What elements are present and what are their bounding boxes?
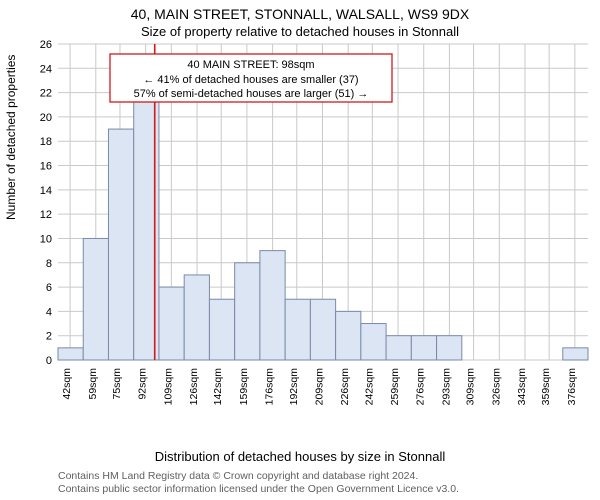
svg-text:293sqm: 293sqm bbox=[440, 368, 452, 406]
annotation-line-2: ← 41% of detached houses are smaller (37… bbox=[143, 74, 358, 86]
histogram-bar bbox=[310, 299, 335, 360]
histogram-chart: 02468101214161820222426 42sqm59sqm75sqm9… bbox=[0, 0, 600, 500]
credit-text: Contains HM Land Registry data © Crown c… bbox=[58, 470, 459, 496]
histogram-bar bbox=[108, 129, 133, 360]
svg-text:42sqm: 42sqm bbox=[61, 368, 73, 400]
annotation-line-1: 40 MAIN STREET: 98sqm bbox=[187, 59, 314, 71]
svg-text:4: 4 bbox=[46, 306, 52, 318]
svg-text:176sqm: 176sqm bbox=[264, 368, 276, 406]
annotation-line-3: 57% of semi-detached houses are larger (… bbox=[134, 88, 369, 100]
histogram-bar bbox=[336, 311, 361, 360]
histogram-bar bbox=[386, 336, 411, 360]
svg-text:109sqm: 109sqm bbox=[162, 368, 174, 406]
svg-text:309sqm: 309sqm bbox=[465, 368, 477, 406]
svg-text:159sqm: 159sqm bbox=[238, 368, 250, 406]
svg-text:75sqm: 75sqm bbox=[111, 368, 123, 400]
svg-text:192sqm: 192sqm bbox=[288, 368, 300, 406]
histogram-bar bbox=[235, 263, 260, 360]
x-axis-label: Distribution of detached houses by size … bbox=[0, 449, 600, 464]
histogram-bar bbox=[361, 324, 386, 360]
svg-text:242sqm: 242sqm bbox=[363, 368, 375, 406]
svg-text:209sqm: 209sqm bbox=[313, 368, 325, 406]
histogram-bar bbox=[260, 251, 285, 360]
svg-text:343sqm: 343sqm bbox=[516, 368, 528, 406]
svg-text:226sqm: 226sqm bbox=[339, 368, 351, 406]
svg-text:59sqm: 59sqm bbox=[87, 368, 99, 400]
svg-text:18: 18 bbox=[40, 136, 52, 148]
histogram-bar bbox=[83, 238, 108, 360]
svg-text:376sqm: 376sqm bbox=[566, 368, 578, 406]
svg-text:12: 12 bbox=[40, 209, 52, 221]
svg-text:276sqm: 276sqm bbox=[415, 368, 427, 406]
svg-text:326sqm: 326sqm bbox=[490, 368, 502, 406]
svg-text:26: 26 bbox=[40, 39, 52, 51]
svg-text:92sqm: 92sqm bbox=[137, 368, 149, 400]
svg-text:22: 22 bbox=[40, 88, 52, 100]
credit-line-2: Contains public sector information licen… bbox=[58, 483, 459, 495]
svg-text:0: 0 bbox=[46, 355, 52, 367]
svg-text:359sqm: 359sqm bbox=[540, 368, 552, 406]
histogram-bar bbox=[209, 299, 234, 360]
histogram-bar bbox=[58, 348, 83, 360]
svg-text:20: 20 bbox=[40, 112, 52, 124]
svg-text:8: 8 bbox=[46, 258, 52, 270]
histogram-bar bbox=[411, 336, 436, 360]
histogram-bar bbox=[285, 299, 310, 360]
histogram-bar bbox=[437, 336, 462, 360]
svg-text:14: 14 bbox=[40, 185, 52, 197]
svg-text:2: 2 bbox=[46, 331, 52, 343]
svg-text:24: 24 bbox=[40, 63, 52, 75]
svg-text:16: 16 bbox=[40, 161, 52, 173]
svg-text:126sqm: 126sqm bbox=[188, 368, 200, 406]
histogram-bar bbox=[184, 275, 209, 360]
credit-line-1: Contains HM Land Registry data © Crown c… bbox=[58, 470, 418, 482]
histogram-bar bbox=[159, 287, 184, 360]
svg-text:10: 10 bbox=[40, 233, 52, 245]
histogram-bar bbox=[563, 348, 588, 360]
svg-text:259sqm: 259sqm bbox=[389, 368, 401, 406]
svg-text:142sqm: 142sqm bbox=[212, 368, 224, 406]
svg-text:6: 6 bbox=[46, 282, 52, 294]
